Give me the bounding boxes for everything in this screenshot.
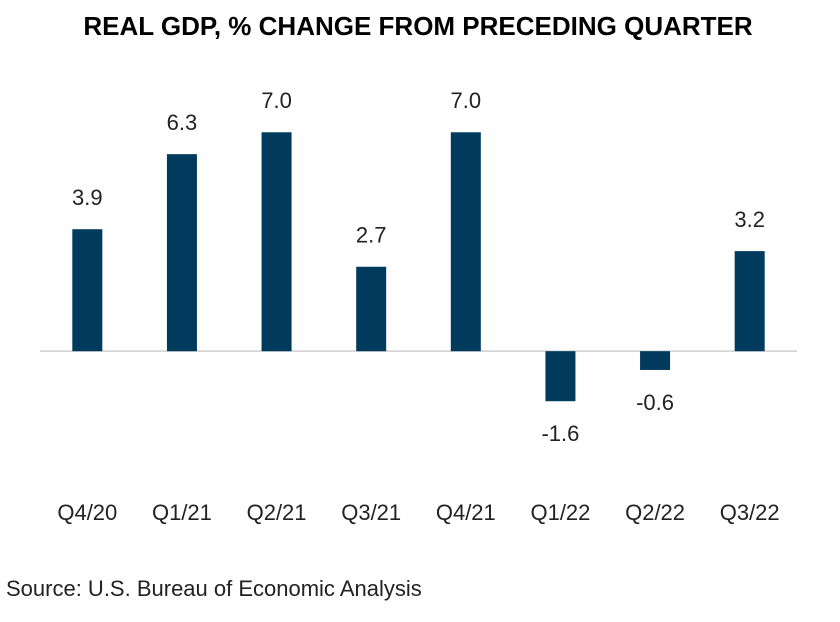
x-tick-label: Q3/22	[720, 500, 780, 525]
bar	[545, 351, 576, 402]
x-tick-label: Q1/21	[152, 500, 212, 525]
x-tick-label: Q2/21	[247, 500, 307, 525]
data-label: 3.2	[734, 207, 765, 232]
data-label: 6.3	[167, 110, 198, 135]
bar	[640, 351, 671, 370]
x-tick-label: Q4/20	[57, 500, 117, 525]
bar	[356, 266, 387, 352]
bar	[72, 229, 103, 352]
data-label: -1.6	[541, 421, 579, 446]
bar	[261, 132, 292, 352]
data-label: 7.0	[451, 88, 482, 113]
source-note: Source: U.S. Bureau of Economic Analysis	[6, 576, 422, 601]
bar	[166, 154, 197, 352]
x-tick-label: Q2/22	[625, 500, 685, 525]
chart-title: REAL GDP, % CHANGE FROM PRECEDING QUARTE…	[83, 11, 753, 41]
bar	[450, 132, 481, 352]
bar	[734, 251, 765, 352]
data-label: -0.6	[636, 390, 674, 415]
x-tick-label: Q1/22	[530, 500, 590, 525]
x-tick-label: Q3/21	[341, 500, 401, 525]
data-label: 7.0	[261, 88, 292, 113]
x-tick-label: Q4/21	[436, 500, 496, 525]
data-label: 2.7	[356, 223, 387, 248]
data-label: 3.9	[72, 185, 103, 210]
